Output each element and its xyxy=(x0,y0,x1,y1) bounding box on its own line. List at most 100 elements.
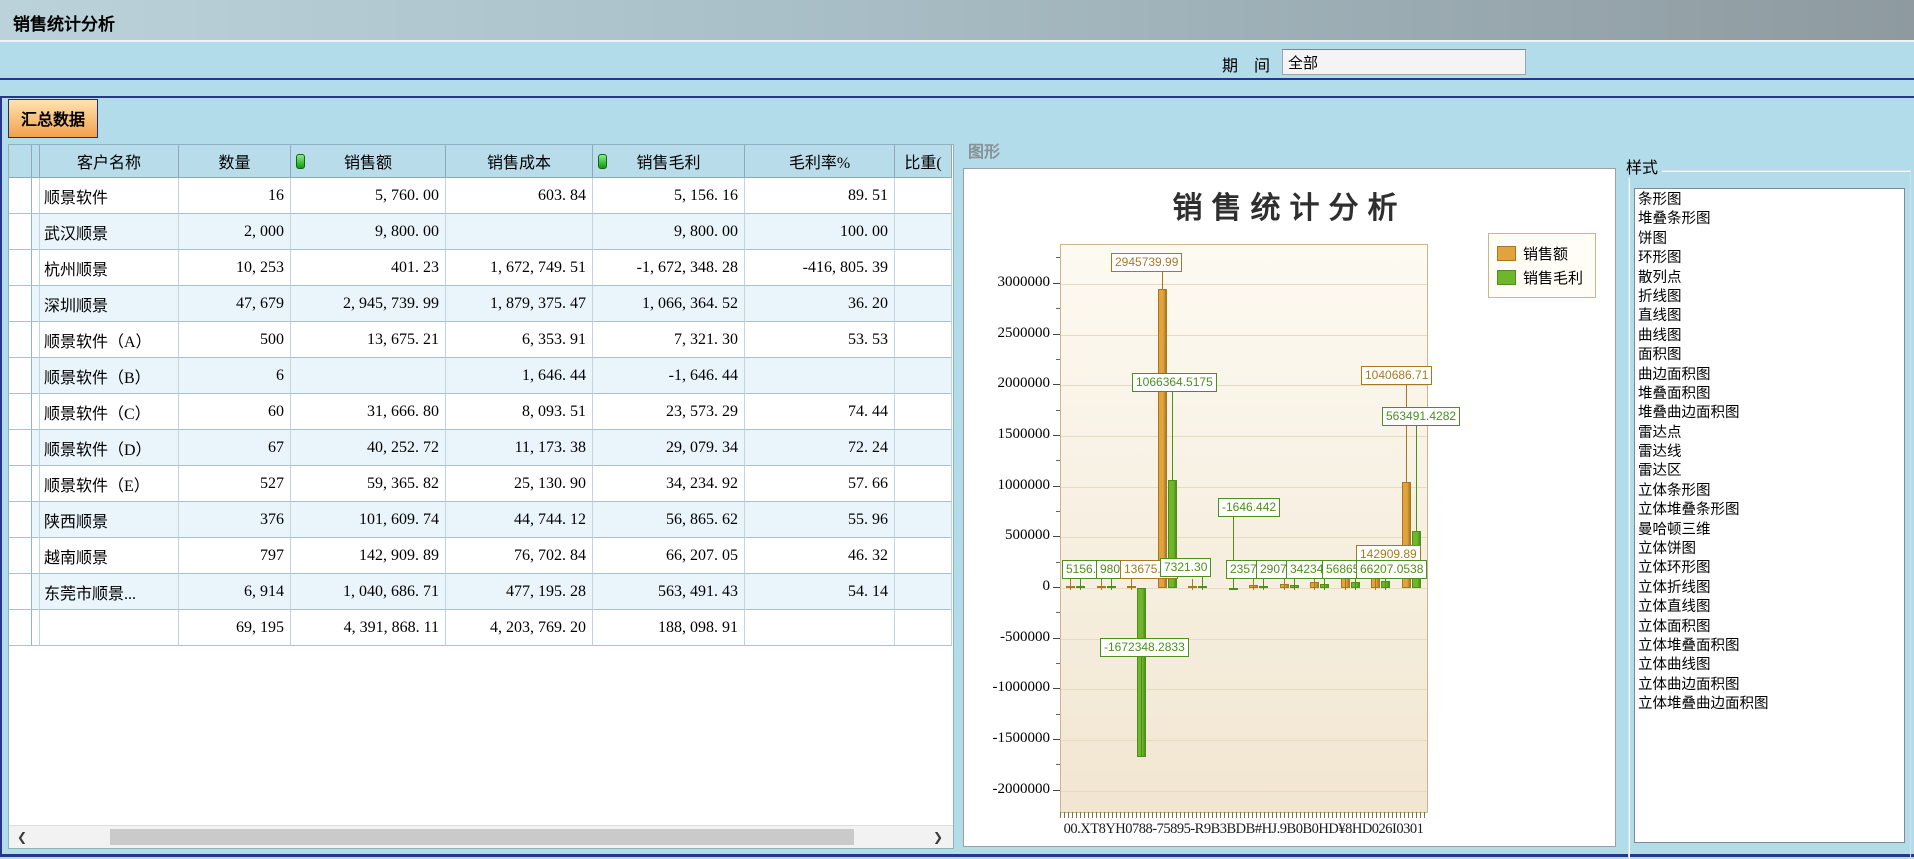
legend-swatch-icon xyxy=(1497,246,1516,261)
gridline xyxy=(1061,385,1427,386)
period-input[interactable] xyxy=(1282,49,1526,75)
cell-profit: -1, 672, 348. 28 xyxy=(593,250,745,286)
list-item[interactable]: 立体堆叠面积图 xyxy=(1638,637,1740,654)
list-item[interactable]: 雷达线 xyxy=(1638,444,1682,461)
cell-cost: 44, 744. 12 xyxy=(446,502,593,538)
table-body: 顺景软件 16 5, 760. 00 603. 84 5, 156. 16 89. 51 武… xyxy=(9,178,953,646)
list-item[interactable]: 立体面积图 xyxy=(1638,618,1711,635)
column-header-6[interactable]: 销售毛利 xyxy=(593,145,745,178)
cell-profit: 563, 491. 43 xyxy=(593,574,745,610)
table-row[interactable]: 武汉顺景 2, 000 9, 800. 00 9, 800. 00 100. 00 xyxy=(9,214,953,250)
tab-summary-data[interactable]: 汇总数据 xyxy=(8,99,99,138)
cell-qty: 16 xyxy=(179,178,291,214)
data-label-annotation: 563491.4282 xyxy=(1382,407,1461,426)
table-row[interactable]: 顺景软件 16 5, 760. 00 603. 84 5, 156. 16 89. 51 xyxy=(9,178,953,214)
table-row[interactable]: 越南顺景 797 142, 909. 89 76, 702. 84 66, 207. 0… xyxy=(9,538,953,574)
cell-name: 武汉顺景 xyxy=(40,214,179,250)
cell-weight xyxy=(895,214,952,250)
list-item[interactable]: 立体条形图 xyxy=(1638,482,1711,499)
table-row[interactable]: 杭州顺景 10, 253 401. 23 1, 672, 749. 51 -1, 672… xyxy=(9,250,953,286)
column-header-2[interactable]: 客户名称 xyxy=(40,145,179,178)
cell-sales: 101, 609. 74 xyxy=(291,502,446,538)
cell-profit: 56, 865. 62 xyxy=(593,502,745,538)
scroll-right-icon[interactable]: ❯ xyxy=(932,830,943,844)
cell-cost: 25, 130. 90 xyxy=(446,466,593,502)
list-item[interactable]: 立体折线图 xyxy=(1638,579,1711,596)
cell-margin: 36. 20 xyxy=(745,286,895,322)
row-gutter-cell xyxy=(32,466,40,502)
list-item[interactable]: 堆叠条形图 xyxy=(1638,211,1711,228)
y-tick-mark xyxy=(1053,434,1060,436)
annotation-leader-line xyxy=(1324,579,1325,590)
annotation-leader-line xyxy=(1354,579,1356,583)
list-item[interactable]: 立体环形图 xyxy=(1638,560,1711,577)
annotation-leader-line xyxy=(1171,392,1173,480)
annotation-leader-line xyxy=(1192,579,1193,587)
row-gutter-cell xyxy=(32,574,40,610)
column-header-4[interactable]: 销售额 xyxy=(291,145,446,178)
table-row[interactable]: 顺景软件（A） 500 13, 675. 21 6, 353. 91 7, 321. 3… xyxy=(9,322,953,358)
list-item[interactable]: 雷达点 xyxy=(1638,424,1682,441)
row-gutter-cell xyxy=(32,394,40,430)
data-label-annotation: 2945739.99 xyxy=(1111,253,1183,272)
table-total-row[interactable]: 69, 195 4, 391, 868. 11 4, 203, 769. 20 188… xyxy=(9,610,953,646)
list-item[interactable]: 雷达区 xyxy=(1638,463,1682,480)
y-tick-mark xyxy=(1053,637,1060,639)
list-item[interactable]: 立体堆叠曲边面积图 xyxy=(1638,696,1769,713)
y-minor-tick xyxy=(1056,764,1060,766)
row-selector-cell xyxy=(9,214,32,250)
styles-groupbox xyxy=(1628,170,1911,859)
cell-sales: 1, 040, 686. 71 xyxy=(291,574,446,610)
list-item[interactable]: 立体堆叠条形图 xyxy=(1638,502,1740,519)
list-item[interactable]: 堆叠曲边面积图 xyxy=(1638,405,1740,422)
gridline xyxy=(1061,537,1427,538)
table-row[interactable]: 顺景软件（B） 6 1, 646. 44 -1, 646. 44 xyxy=(9,358,953,394)
list-item[interactable]: 条形图 xyxy=(1638,192,1682,208)
list-item[interactable]: 曼哈顿三维 xyxy=(1638,521,1711,538)
annotation-leader-line xyxy=(1131,579,1132,590)
row-gutter-cell xyxy=(32,250,40,286)
column-header-7[interactable]: 毛利率% xyxy=(745,145,895,178)
table-row[interactable]: 深圳顺景 47, 679 2, 945, 739. 99 1, 879, 375. 4… xyxy=(9,286,953,322)
cell-weight xyxy=(895,466,952,502)
column-header-8[interactable]: 比重( xyxy=(895,145,952,178)
chart-style-listbox[interactable]: 条形图堆叠条形图饼图环形图散列点折线图直线图曲线图面积图曲边面积图堆叠面积图堆叠… xyxy=(1634,188,1905,843)
cell-weight xyxy=(895,322,952,358)
list-item[interactable]: 饼图 xyxy=(1638,230,1667,247)
table-row[interactable]: 顺景软件（D） 67 40, 252. 72 11, 173. 38 29, 079. … xyxy=(9,430,953,466)
column-header-5[interactable]: 销售成本 xyxy=(446,145,593,178)
y-tick-label: 0 xyxy=(1042,577,1051,594)
list-item[interactable]: 堆叠面积图 xyxy=(1638,385,1711,402)
column-header-label: 客户名称 xyxy=(76,155,141,172)
y-minor-tick xyxy=(1056,510,1060,512)
list-item[interactable]: 环形图 xyxy=(1638,250,1682,267)
list-item[interactable]: 立体曲线图 xyxy=(1638,657,1711,674)
list-item[interactable]: 面积图 xyxy=(1638,347,1682,364)
scroll-left-icon[interactable]: ❮ xyxy=(17,830,28,844)
list-item[interactable]: 曲线图 xyxy=(1638,327,1682,344)
list-item[interactable]: 立体饼图 xyxy=(1638,541,1696,558)
styles-panel-label: 样式 xyxy=(1626,154,1663,178)
cell-cost: 603. 84 xyxy=(446,178,593,214)
list-item[interactable]: 散列点 xyxy=(1638,269,1682,286)
scrollbar-thumb[interactable] xyxy=(110,829,854,845)
column-header-3[interactable]: 数量 xyxy=(179,145,291,178)
table-row[interactable]: 东莞市顺景... 6, 914 1, 040, 686. 71 477, 195. 2… xyxy=(9,574,953,610)
list-item[interactable]: 曲边面积图 xyxy=(1638,366,1711,383)
y-minor-tick xyxy=(1056,612,1060,614)
data-label-annotation: -1646.442 xyxy=(1218,498,1281,517)
list-item[interactable]: 立体曲边面积图 xyxy=(1638,676,1740,693)
table-row[interactable]: 顺景软件（E） 527 59, 365. 82 25, 130. 90 34, 234.… xyxy=(9,466,953,502)
cell-profit: 23, 573. 29 xyxy=(593,394,745,430)
table-row[interactable]: 顺景软件（C） 60 31, 666. 80 8, 093. 51 23, 573. 2… xyxy=(9,394,953,430)
list-item[interactable]: 直线图 xyxy=(1638,308,1682,325)
horizontal-scrollbar[interactable]: ❮ ❯ xyxy=(9,825,953,848)
cell-sales: 9, 800. 00 xyxy=(291,214,446,250)
bar-销售额-深圳顺景 xyxy=(1157,289,1167,588)
cell-weight xyxy=(895,250,952,286)
list-item[interactable]: 立体直线图 xyxy=(1638,599,1711,616)
annotation-leader-line xyxy=(1161,272,1163,290)
table-row[interactable]: 陕西顺景 376 101, 609. 74 44, 744. 12 56, 865. 6… xyxy=(9,502,953,538)
list-item[interactable]: 折线图 xyxy=(1638,288,1682,305)
